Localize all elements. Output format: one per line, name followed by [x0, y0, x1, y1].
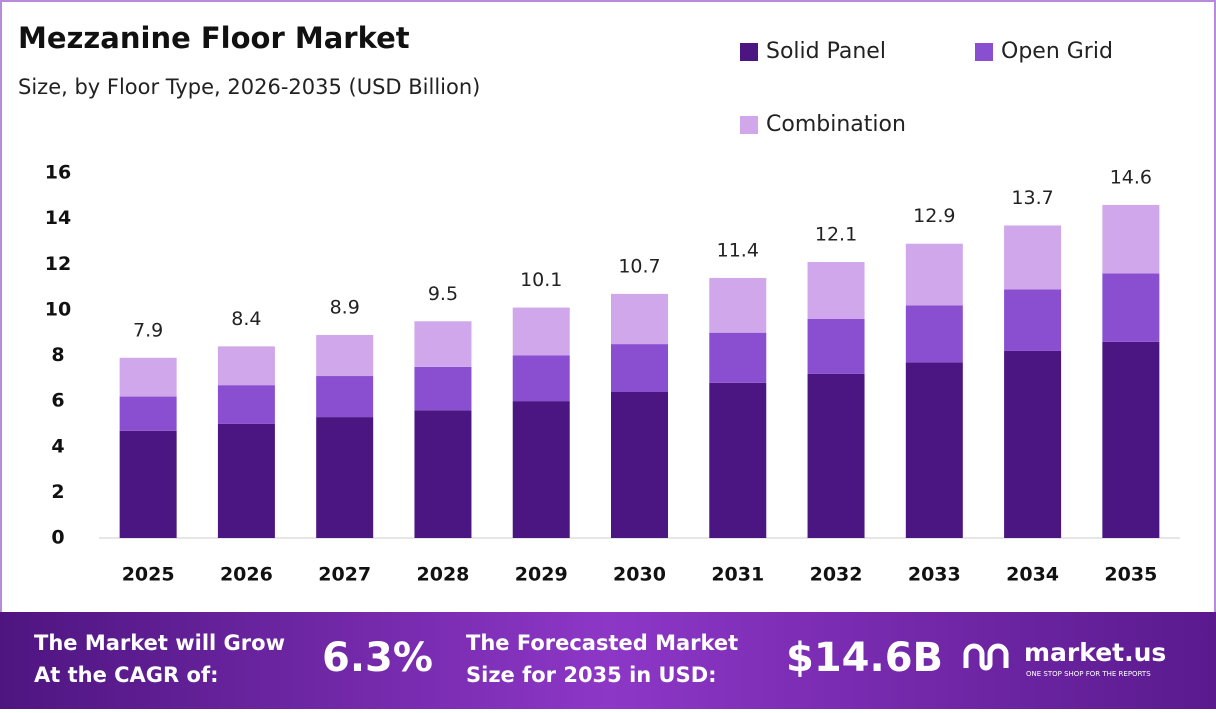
bar-segment: [1102, 341, 1160, 538]
brand-name: market.us: [1024, 638, 1166, 667]
bar-segment: [709, 332, 767, 383]
total-label: 8.9: [330, 296, 360, 318]
total-label: 10.7: [618, 255, 660, 277]
footer-cagr-text: The Market will Grow: [34, 631, 285, 655]
y-tick-label: 8: [51, 344, 64, 366]
bar-segment: [807, 373, 865, 538]
bar-segment: [119, 357, 177, 397]
total-label: 13.7: [1011, 187, 1053, 209]
x-tick-label: 2029: [515, 564, 568, 586]
bar-segment: [217, 423, 275, 538]
total-label: 8.4: [231, 308, 261, 330]
x-tick-label: 2030: [613, 564, 666, 586]
bar-segment: [316, 376, 374, 418]
bar-segment: [1004, 289, 1062, 351]
x-tick-label: 2026: [220, 564, 273, 586]
bar-segment: [217, 385, 275, 424]
bar-segment: [905, 362, 963, 538]
total-label: 12.9: [913, 205, 955, 227]
bar-segment: [709, 277, 767, 333]
chart-subtitle: Size, by Floor Type, 2026-2035 (USD Bill…: [18, 75, 480, 99]
bar-segment: [119, 396, 177, 431]
y-tick-label: 14: [45, 207, 71, 229]
bar-segment: [217, 346, 275, 386]
total-label: 7.9: [133, 319, 163, 341]
x-tick-label: 2025: [122, 564, 175, 586]
x-tick-label: 2027: [318, 564, 371, 586]
legend-swatch: [740, 116, 758, 134]
footer-band: [0, 612, 1216, 709]
bar-segment: [1004, 350, 1062, 538]
bar-segment: [414, 321, 472, 367]
bar-segment: [709, 382, 767, 538]
bar-segment: [512, 355, 570, 402]
total-label: 10.1: [520, 269, 562, 291]
y-tick-label: 4: [51, 435, 64, 457]
legend-label: Open Grid: [1001, 39, 1113, 64]
bar-segment: [1102, 204, 1160, 274]
bar-segment: [807, 261, 865, 319]
total-label: 14.6: [1110, 166, 1152, 188]
y-tick-label: 10: [45, 298, 71, 320]
bar-segment: [414, 410, 472, 538]
bar-segment: [414, 366, 472, 411]
y-tick-label: 0: [51, 527, 64, 549]
footer-cagr-value: 6.3%: [322, 635, 433, 681]
bar-segment: [316, 334, 374, 377]
total-label: 12.1: [815, 223, 857, 245]
bar-segment: [1102, 273, 1160, 342]
footer-forecast-text: Size for 2035 in USD:: [466, 663, 717, 687]
bar-segment: [611, 344, 668, 392]
bar-segment: [611, 392, 668, 538]
x-tick-label: 2033: [908, 564, 961, 586]
footer-forecast-value: $14.6B: [786, 635, 943, 681]
x-tick-label: 2034: [1006, 564, 1059, 586]
x-tick-label: 2028: [417, 564, 470, 586]
bar-segment: [611, 293, 668, 345]
brand-tagline: ONE STOP SHOP FOR THE REPORTS: [1026, 670, 1151, 678]
legend-swatch: [740, 43, 758, 61]
brand-logo: [963, 643, 1009, 671]
footer-forecast-text: The Forecasted Market: [466, 631, 738, 655]
bar-segment: [905, 305, 963, 363]
y-tick-label: 6: [51, 390, 64, 412]
bar-segment: [807, 319, 865, 374]
y-tick-label: 2: [51, 481, 64, 503]
bar-segment: [512, 401, 570, 538]
legend-label: Combination: [766, 112, 906, 137]
x-tick-label: 2031: [711, 564, 764, 586]
bar-segment: [1004, 225, 1062, 290]
bar-segment: [316, 417, 374, 538]
bar-segment: [512, 307, 570, 356]
y-tick-label: 16: [45, 162, 71, 184]
bar-segment: [119, 430, 177, 538]
total-label: 11.4: [717, 239, 759, 261]
chart-title: Mezzanine Floor Market: [18, 21, 410, 55]
footer-cagr-text: At the CAGR of:: [34, 663, 219, 687]
x-tick-label: 2035: [1104, 564, 1157, 586]
total-label: 9.5: [428, 283, 458, 305]
legend-label: Solid Panel: [766, 39, 886, 64]
legend: Solid Panel Open Grid Combination: [740, 39, 1113, 137]
legend-swatch: [975, 43, 993, 61]
y-tick-label: 12: [45, 253, 71, 275]
x-tick-label: 2032: [810, 564, 863, 586]
bar-segment: [905, 243, 963, 306]
